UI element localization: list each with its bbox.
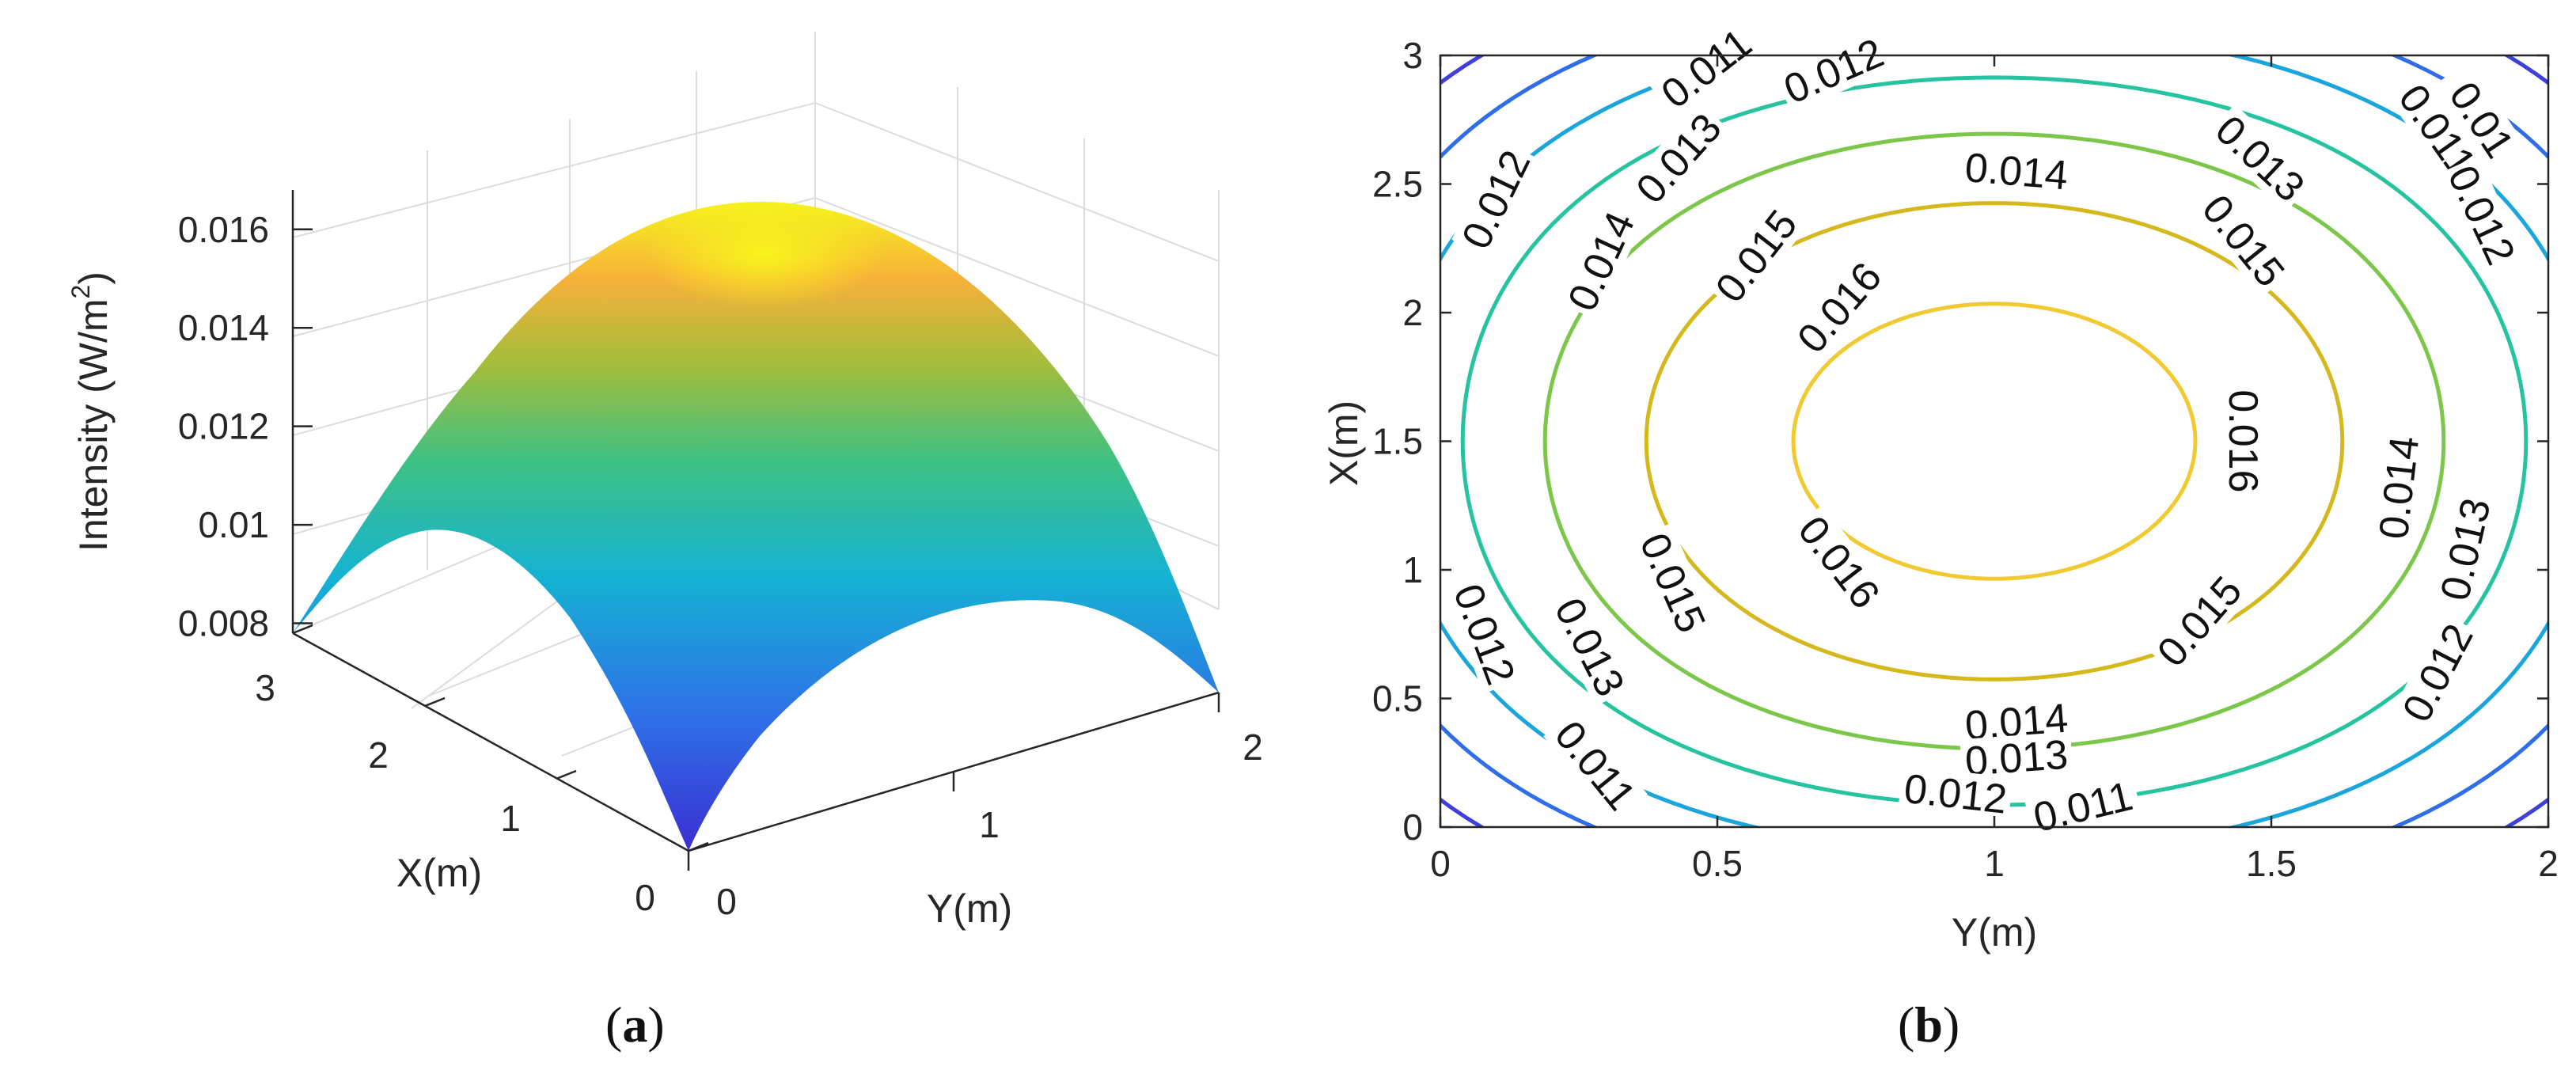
z-axis-label: Intensity (W/m2) [66,271,116,552]
y-tick-label: 2 [1242,727,1263,768]
panel-a-open: ( [605,996,623,1053]
contour-label: 0.012 [1444,578,1523,690]
contour-label-bg [1960,731,2073,784]
contour-label-bg [2387,71,2488,188]
contour-label: 0.014 [2371,434,2428,541]
z-tick-label: 0.008 [178,603,269,644]
contour-label-bg [1648,17,1764,120]
contour-x-tick-label: 2 [2538,843,2559,884]
contour-level-line [1460,75,2529,807]
x-axis-label: X(m) [396,851,482,895]
contour-level-line [1440,55,2548,827]
contour-label: 0.011 [2029,773,2137,841]
panel-a-label: (a) [605,996,665,1054]
contour-label-bg [1787,504,1891,620]
z-axis-label-sup: 2 [66,285,95,299]
contour-label-bg [1774,28,1894,113]
z-tick-label: 0.016 [178,209,269,250]
x-tick-label: 0 [635,877,655,918]
panel-b-letter: b [1914,996,1943,1053]
contour-x-tick-label: 0 [1430,843,1451,884]
contour-label-bg [2204,104,2316,213]
z-tick-label: 0.014 [178,307,269,348]
panel-b-open: ( [1898,996,1915,1053]
y-tick-label: 0 [716,881,737,922]
contour-y-tick-label: 1 [1402,549,1423,590]
contour-label-bg [1557,201,1645,321]
z-tick-label: 0.01 [198,504,269,545]
z-axis-ticks: 0.008 0.01 0.012 0.014 0.016 [178,209,313,644]
contour-y-tick-label: 2 [1402,292,1423,333]
x-tick-label: 3 [255,667,275,708]
contour-y-axis-label: X(m) [1322,400,1366,486]
x-tick-label: 2 [368,734,389,776]
contour-y-ticks: 0 0.5 1 1.5 2 2.5 3 [1372,35,2548,848]
contour-label-bg [2433,61,2531,179]
contour-label-bg [2024,772,2142,841]
contour-label-bg [1543,708,1648,822]
contour-label: 0.012 [2438,159,2523,271]
contour-label-bg [2370,430,2427,545]
contour-label-bg [2431,490,2499,609]
contour-label-bg [1630,522,1716,643]
contour-y-tick-label: 0.5 [1372,678,1423,719]
contour-level-line [1791,302,2198,581]
contour-label: 0.013 [1546,591,1633,704]
contour-label: 0.012 [1453,143,1539,256]
contour-label-bg [1704,199,1808,313]
contour-label: 0.012 [1902,766,2009,823]
contour-label: 0.014 [1963,145,2070,199]
contour-label-bg [1451,139,1540,260]
intensity-surface [293,198,1219,851]
z-axis-label-main: Intensity (W/m [71,298,116,551]
contour-label: 0.015 [1630,526,1714,639]
contour-x-tick-label: 1 [1984,843,2005,884]
contour-label-bg [1444,574,1525,694]
contour-label-bg [2221,385,2266,497]
contour-x-ticks: 0 0.5 1 1.5 2 [1430,55,2559,884]
panel-b-close: ) [1942,996,1960,1053]
contour-label: 0.014 [1559,205,1644,317]
contour-label-bg [1786,251,1892,364]
contour-x-tick-label: 1.5 [2246,843,2297,884]
x-axis-ticks [292,624,709,852]
contour-label-bg [2145,564,2253,678]
x-tick-label: 1 [500,798,521,839]
contour-x-axis-label: Y(m) [1952,910,2037,954]
y-axis-ticks [687,693,1220,871]
contour-label: 0.012 [2394,617,2483,729]
panel-a-close: ) [647,996,665,1053]
contour-level-line [1542,131,2446,751]
contour-label-bg [2438,155,2525,275]
y-axis-label: Y(m) [927,886,1012,931]
contour-label-bg [1545,587,1635,707]
contour-y-tick-label: 3 [1402,35,1423,76]
contour-label-bg [2191,183,2296,298]
y-tick-label: 1 [979,804,1000,845]
panel-b-label: (b) [1898,996,1960,1054]
contour-label-bg [1959,144,2074,198]
panel-a-letter: a [622,996,648,1053]
contour-label-bg [1898,765,2013,822]
z-tick-label: 0.012 [178,406,269,447]
z-axis-label-close: ) [71,271,116,285]
contour-label: 0.016 [2220,389,2266,492]
contour-label: 0.012 [1777,30,1890,113]
contour-x-tick-label: 0.5 [1692,843,1743,884]
contour-label-bg [2392,613,2483,733]
contour-y-tick-label: 0 [1402,806,1423,848]
contour-y-tick-label: 1.5 [1372,421,1423,462]
contour-y-tick-label: 2.5 [1372,164,1423,205]
contour-label-bg [1625,102,1732,214]
